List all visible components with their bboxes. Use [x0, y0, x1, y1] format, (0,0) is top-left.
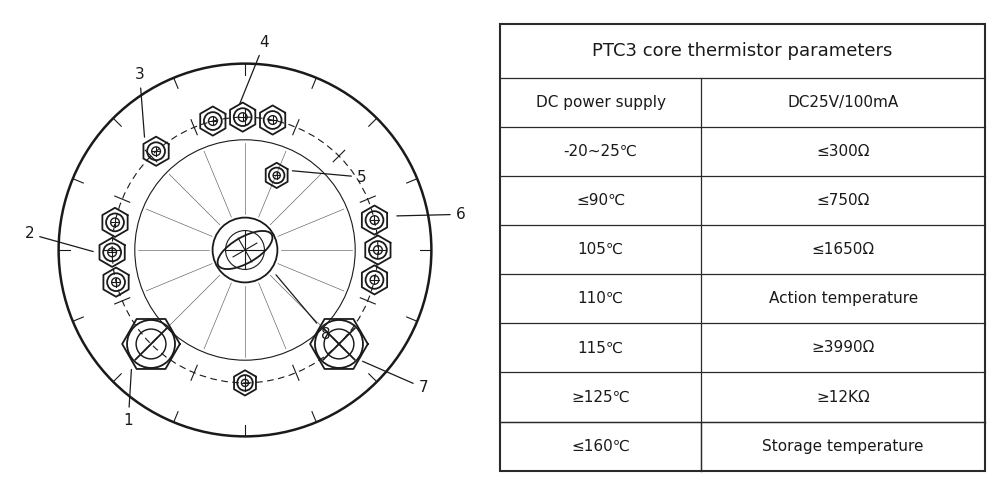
Text: 4: 4: [240, 35, 269, 104]
Text: ≤300Ω: ≤300Ω: [816, 144, 870, 159]
Text: Storage temperature: Storage temperature: [762, 438, 924, 454]
Text: 3: 3: [135, 68, 145, 137]
Text: 115℃: 115℃: [578, 340, 624, 355]
Text: PTC3 core thermistor parameters: PTC3 core thermistor parameters: [592, 42, 893, 60]
Text: ≥125℃: ≥125℃: [571, 390, 630, 404]
Text: ≤160℃: ≤160℃: [571, 438, 630, 454]
Text: 6: 6: [397, 207, 465, 222]
Text: 5: 5: [292, 170, 367, 184]
Text: ≤750Ω: ≤750Ω: [816, 193, 870, 208]
Text: 110℃: 110℃: [578, 292, 624, 306]
Text: ≤1650Ω: ≤1650Ω: [812, 242, 875, 257]
Text: DC25V/100mA: DC25V/100mA: [788, 95, 899, 110]
Text: -20~25℃: -20~25℃: [564, 144, 638, 159]
Text: 1: 1: [123, 370, 133, 428]
Text: ≥3990Ω: ≥3990Ω: [811, 340, 875, 355]
Text: 105℃: 105℃: [578, 242, 624, 257]
Text: 7: 7: [363, 362, 428, 396]
Text: DC power supply: DC power supply: [536, 95, 666, 110]
Text: Action temperature: Action temperature: [769, 292, 918, 306]
Text: ≥12KΩ: ≥12KΩ: [816, 390, 870, 404]
Text: 2: 2: [25, 226, 93, 252]
Text: 8: 8: [276, 275, 331, 342]
Text: ≤90℃: ≤90℃: [576, 193, 625, 208]
